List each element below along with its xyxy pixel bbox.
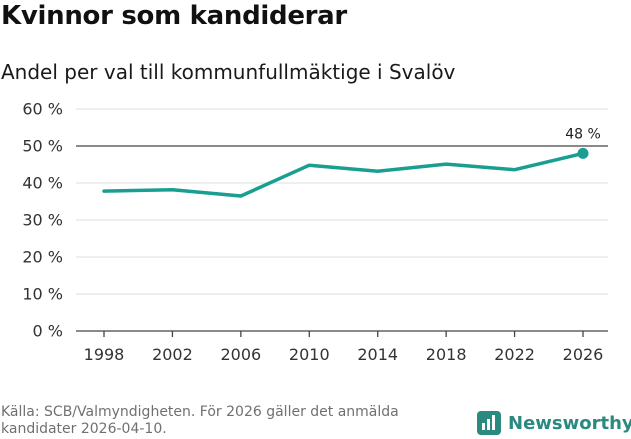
- x-tick-label: 1998: [84, 345, 125, 364]
- newsworthy-logo: Newsworthy: [476, 409, 631, 437]
- newsworthy-logo-text: Newsworthy: [508, 412, 631, 434]
- y-tick-label: 50 %: [22, 137, 63, 156]
- y-tick-label: 0 %: [33, 322, 63, 341]
- x-tick-label: 2014: [357, 345, 398, 364]
- y-tick-label: 20 %: [22, 248, 63, 267]
- gridlines: [76, 108, 608, 332]
- y-tick-label: 30 %: [22, 211, 63, 230]
- x-tick-label: 2026: [563, 345, 604, 364]
- x-tick-label: 2010: [289, 345, 330, 364]
- y-tick-label: 60 %: [22, 100, 63, 119]
- source-note: Källa: SCB/Valmyndigheten. För 2026 gäll…: [1, 404, 399, 437]
- y-tick-label: 10 %: [22, 285, 63, 304]
- line-chart: 0 % 10 % 20 % 30 % 40 % 50 % 60 % 1998 2002 2006 2…: [22, 100, 608, 365]
- x-tick-label: 2022: [494, 345, 535, 364]
- y-tick-label: 40 %: [22, 174, 63, 193]
- chart-title: Kvinnor som kandiderar: [1, 1, 347, 31]
- x-tick-label: 2002: [152, 345, 193, 364]
- data-label: 48 %: [565, 126, 601, 142]
- series-line: [102, 151, 585, 198]
- axes: 0 % 10 % 20 % 30 % 40 % 50 % 60 % 1998 2002 2006 2…: [22, 100, 603, 365]
- x-tick-label: 2018: [426, 345, 467, 364]
- x-tick-label: 2006: [220, 345, 261, 364]
- chart-subtitle: Andel per val till kommunfullmäktige i S…: [1, 60, 456, 84]
- newsworthy-logo-icon: [477, 411, 501, 435]
- end-point-marker: [577, 147, 589, 159]
- series: [102, 147, 589, 198]
- data-labels: 48 %: [565, 126, 601, 142]
